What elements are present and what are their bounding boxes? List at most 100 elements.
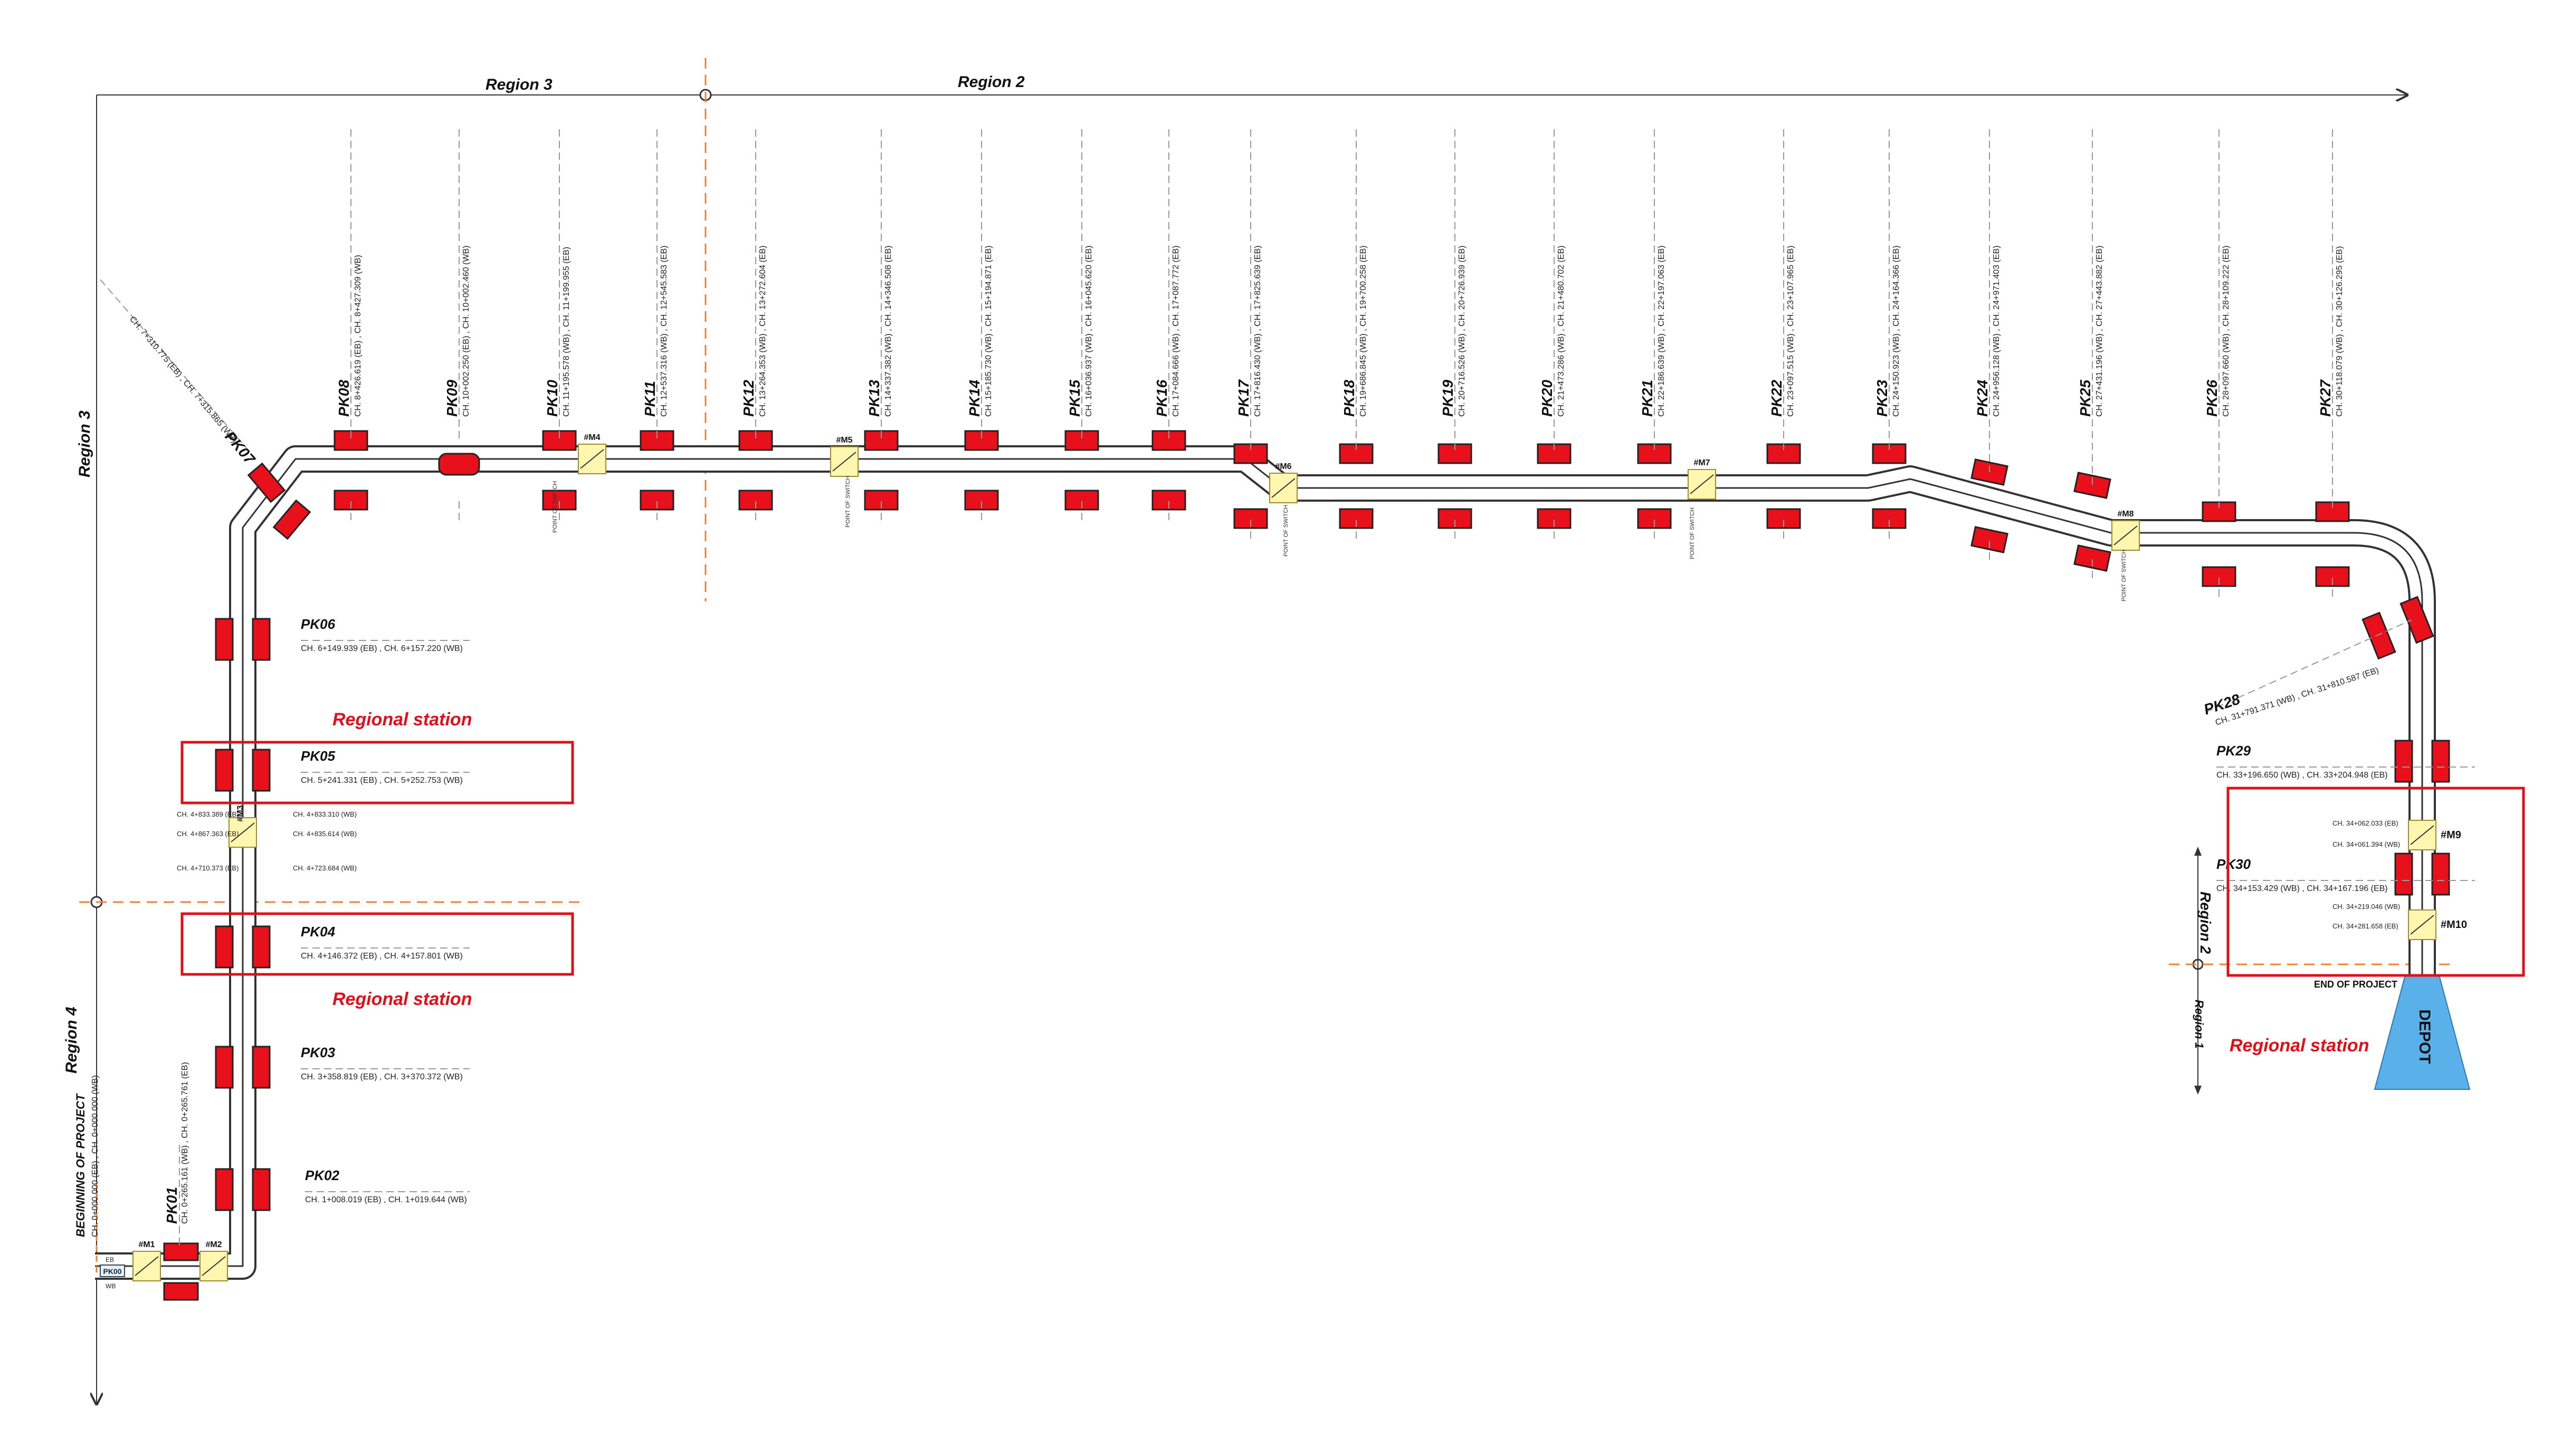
pk-chainage-pk05: CH. 5+241.331 (EB) , CH. 5+252.753 (WB) [301, 776, 463, 785]
pk-id-pk30: PK30 [2216, 856, 2251, 872]
platform-pk12-wb[interactable] [738, 490, 773, 511]
beginning-label: BEGINNING OF PROJECT [74, 1093, 87, 1237]
pk-chainage-pk20: CH. 21+473.286 (WB) , CH. 21+480.702 (EB… [1557, 245, 1566, 417]
switch-id: #M9 [2441, 829, 2461, 841]
switch-diagonal [2410, 825, 2434, 845]
regional-station-label-3: Regional station [2230, 1036, 2369, 1056]
m3-note-d: CH. 4+835.614 (WB) [293, 830, 357, 838]
pk-chainage-pk11: CH. 12+537.316 (WB) , CH. 12+545.583 (EB… [660, 245, 669, 417]
pk-chainage-pk30: CH. 34+153.429 (WB) , CH. 34+167.196 (EB… [2216, 884, 2388, 893]
pk-id-pk26: PK26 [2204, 380, 2220, 417]
m3-note-a: CH. 4+833.389 (EB) [177, 810, 239, 818]
regional-station-box-pk29-30 [2226, 787, 2525, 977]
switch-diagonal [580, 449, 604, 469]
m9-note-b: CH. 34+061.394 (WB) [2332, 840, 2400, 848]
m3-note-b: CH. 4+867.363 (EB) [177, 830, 239, 838]
point-of-switch-note: POINT OF SWITCH [1689, 507, 1696, 559]
switch-box[interactable] [830, 446, 859, 477]
platform-pk06-eb[interactable] [215, 618, 234, 661]
pk-chainage-pk26: CH. 28+097.660 (WB) , CH. 28+109.222 (EB… [2222, 245, 2231, 417]
pk-vertical-labels: PK08 CH. 8+426.619 (EB) , CH. 8+427.309 (… [336, 129, 2344, 599]
switch-id: #M8 [2117, 510, 2134, 519]
platform-pk03-eb[interactable] [215, 1046, 234, 1089]
pk-chainage-pk22: CH. 23+097.515 (WB) , CH. 23+107.965 (EB… [1786, 245, 1795, 417]
platform-pk02-wb[interactable] [252, 1168, 271, 1211]
m10-note-a: CH. 34+219.046 (WB) [2332, 903, 2400, 911]
pk-chainage-pk17: CH. 17+816.430 (WB) , CH. 17+825.639 (EB… [1253, 245, 1262, 417]
platform-pk09[interactable] [438, 453, 480, 476]
eb-marker: EB [106, 1256, 114, 1263]
point-of-switch-note: POINT OF SWITCH [552, 481, 558, 533]
platform-pk07-wb[interactable] [272, 499, 311, 540]
beginning-ch: CH. 0+000.000 (EB) , CH. 0+000.000 (WB) [91, 1075, 100, 1237]
platform-pk28-wb[interactable] [2399, 596, 2434, 644]
platform-pk25-wb[interactable] [2073, 544, 2111, 572]
platform-pk15-wb[interactable] [1064, 490, 1099, 511]
switch-diagonal [1690, 474, 1714, 494]
platform-pk02-eb[interactable] [215, 1168, 234, 1211]
pk07-group: PK07 CH. 7+310.775 (EB) , CH. 7+315.865 … [100, 279, 259, 468]
wb-marker: WB [106, 1282, 116, 1290]
point-of-switch-note: POINT OF SWITCH [1283, 505, 1289, 557]
regional-station-box-pk04 [180, 912, 574, 976]
pk-chainage-pk25: CH. 27+431.196 (WB) , CH. 27+443.882 (EB… [2095, 245, 2104, 417]
pk-horizontal-labels: PK06 CH. 6+149.939 (EB) , CH. 6+157.220 (… [301, 616, 2475, 1204]
pk01-id: PK01 [164, 1187, 180, 1224]
platform-pk29-wb[interactable] [2431, 740, 2450, 783]
platform-pk23-wb[interactable] [1872, 508, 1907, 529]
switch-diagonal [202, 1256, 226, 1276]
pk-id-pk18: PK18 [1341, 380, 1357, 417]
pk-chainage-pk16: CH. 17+084.666 (WB) , CH. 17+087.772 (EB… [1172, 245, 1180, 417]
platform-pk04-eb[interactable] [215, 925, 234, 969]
pk00-label: PK00 [103, 1267, 121, 1276]
platform-pk13-wb[interactable] [864, 490, 899, 511]
platform-pk28-eb[interactable] [2361, 611, 2396, 660]
pk-id-pk13: PK13 [866, 380, 882, 417]
switch-diagonal [2410, 915, 2434, 935]
depot[interactable]: DEPOT [2374, 974, 2471, 1090]
platform-pk14-wb[interactable] [964, 490, 999, 511]
platform-pk24-wb[interactable] [1970, 526, 2008, 553]
platform-pk30-wb[interactable] [2431, 852, 2450, 896]
pk-chainage-pk04: CH. 4+146.372 (EB) , CH. 4+157.801 (WB) [301, 952, 463, 961]
platform-pk05-wb[interactable] [252, 749, 271, 792]
pk-id-pk09: PK09 [444, 380, 460, 417]
platform-pk07-eb[interactable] [247, 462, 286, 503]
platform-pk29-eb[interactable] [2394, 740, 2413, 783]
pk-id-pk14: PK14 [966, 380, 983, 417]
platform-pk05-eb[interactable] [215, 749, 234, 792]
switch-diagonal [832, 452, 856, 472]
pk-id-pk08: PK08 [336, 380, 352, 417]
platform-pk04-wb[interactable] [252, 925, 271, 969]
switch-id: #M6 [1275, 462, 1291, 471]
switch-box[interactable] [199, 1251, 228, 1281]
platform-pk03-wb[interactable] [252, 1046, 271, 1089]
platform-pk30-eb[interactable] [2394, 852, 2413, 896]
pk-id-pk20: PK20 [1539, 380, 1555, 417]
regional-station-label-1: Regional station [332, 710, 472, 730]
pk-id-pk21: PK21 [1639, 380, 1655, 417]
region3-top: Region 3 [485, 76, 553, 93]
pk-id-pk27: PK27 [2317, 379, 2334, 417]
pk-chainage-pk15: CH. 16+036.937 (WB) , CH. 16+045.620 (EB… [1084, 245, 1093, 417]
platform-pk25-eb[interactable] [2073, 472, 2111, 499]
region2-top: Region 2 [958, 73, 1025, 91]
switch-id: #M3 [236, 805, 245, 821]
beginning-of-project: BEGINNING OF PROJECT CH. 0+000.000 (EB) … [74, 1075, 125, 1290]
pk-chainage-pk09: CH. 10+002.250 (EB) , CH. 10+002.460 (WB… [462, 245, 471, 417]
switch-id: #M7 [1693, 458, 1710, 467]
pk-chainage-pk19: CH. 20+716.526 (WB) , CH. 20+726.939 (EB… [1458, 245, 1467, 417]
pk-chainage-pk12: CH. 13+264.353 (WB) , CH. 13+272.604 (EB… [758, 245, 767, 417]
platform-pk06-wb[interactable] [252, 618, 271, 661]
platform-pk14-eb[interactable] [964, 430, 999, 451]
regional-station-label-2: Regional station [332, 989, 472, 1009]
platform-pk11-wb[interactable] [640, 490, 674, 511]
platform-pk18-eb[interactable] [1339, 443, 1374, 464]
pk-id-pk16: PK16 [1154, 380, 1170, 417]
platform-pk01-wb[interactable] [163, 1282, 199, 1301]
platform-pk17-eb[interactable] [1233, 443, 1268, 464]
pk-chainage-pk21: CH. 22+186.639 (WB) , CH. 22+197.063 (EB… [1657, 245, 1666, 417]
platform-pk01-eb[interactable] [163, 1242, 199, 1261]
region-frame [79, 58, 2454, 1403]
